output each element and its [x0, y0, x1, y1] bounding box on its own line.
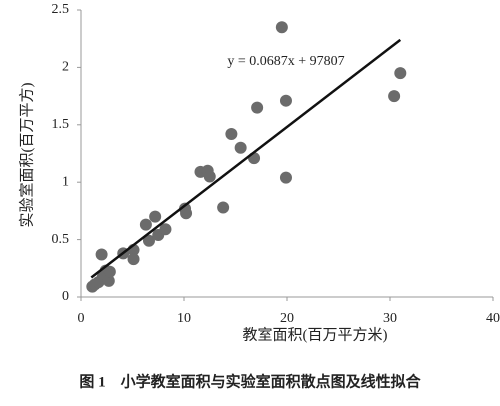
x-axis-label: 教室面积(百万平方米) [243, 326, 388, 343]
y-axis-label: 实验室面积(百万平方) [18, 83, 35, 228]
y-tick-label: 0 [62, 289, 69, 304]
point [279, 94, 292, 107]
point [251, 101, 264, 114]
x-tick-label: 40 [486, 311, 500, 326]
x-tick-label: 20 [280, 311, 294, 326]
point [275, 21, 288, 34]
y-tick-label: 2 [62, 60, 69, 75]
point [388, 90, 401, 103]
point [103, 265, 116, 278]
x-tick-label: 0 [78, 311, 85, 326]
point [234, 141, 247, 154]
y-tick-label: 1.5 [52, 117, 70, 132]
x-tick-label: 10 [177, 311, 191, 326]
caption: 图 1 小学教室面积与实验室面积散点图及线性拟合 [79, 372, 421, 390]
trend-equation: y = 0.0687x + 97807 [227, 54, 344, 69]
trendline [90, 38, 402, 279]
point [95, 248, 108, 261]
point [149, 210, 162, 223]
point [142, 234, 155, 247]
point [203, 170, 216, 183]
point [159, 223, 172, 236]
y-tick-label: 2.5 [52, 2, 70, 17]
y-tick-label: 0.5 [52, 232, 70, 247]
y-tick-label: 1 [62, 174, 69, 189]
x-tick-label: 30 [383, 311, 397, 326]
point [139, 218, 152, 231]
point [394, 67, 407, 80]
point [217, 201, 230, 214]
point [180, 207, 193, 220]
point [279, 171, 292, 184]
point [225, 127, 238, 140]
point [102, 274, 115, 287]
point [127, 253, 140, 266]
